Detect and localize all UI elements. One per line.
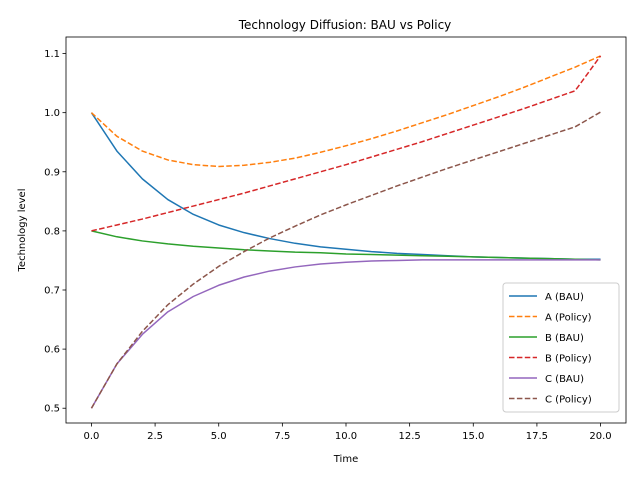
x-tick-label: 12.5 [399, 431, 421, 442]
y-axis: 0.5 0.6 0.7 0.8 0.9 1.0 1.1 [44, 49, 66, 415]
series-line-1 [90, 55, 601, 168]
x-axis-label: Time [333, 454, 358, 465]
x-tick-label: 20.0 [589, 431, 611, 442]
legend-entry-label: A (Policy) [545, 313, 592, 324]
series-line-3 [91, 55, 602, 232]
x-tick-label: 0.0 [84, 431, 100, 442]
y-tick-label: 1.1 [44, 49, 60, 60]
series-line-5 [90, 111, 601, 409]
legend: A (BAU) A (Policy) B (BAU) B (Policy) C (BAU… [502, 282, 620, 413]
x-tick-label: 2.5 [147, 431, 163, 442]
x-tick-label: 7.5 [274, 431, 290, 442]
x-tick-label: 15.0 [462, 431, 484, 442]
y-tick-label: 1.0 [44, 108, 60, 119]
series-line-4 [90, 259, 601, 409]
legend-box [502, 282, 620, 413]
legend-entry-label: B (BAU) [545, 333, 584, 344]
legend-entry-label: B (Policy) [545, 354, 592, 365]
chart-title: Technology Diffusion: BAU vs Policy [238, 18, 452, 32]
x-axis: 0.0 2.5 5.0 7.5 10.0 12.5 15.0 17.5 20.0 [84, 423, 612, 442]
y-tick-label: 0.7 [44, 285, 60, 296]
y-tick-label: 0.6 [44, 345, 60, 356]
y-tick-label: 0.9 [44, 167, 60, 178]
legend-entry-label: C (BAU) [545, 374, 584, 385]
x-tick-label: 5.0 [211, 431, 227, 442]
y-tick-label: 0.5 [44, 404, 60, 415]
legend-entry-label: A (BAU) [545, 292, 584, 303]
x-tick-label: 10.0 [335, 431, 357, 442]
y-axis-label: Technology level [17, 189, 28, 273]
plot-lines [90, 55, 602, 409]
x-tick-label: 17.5 [526, 431, 548, 442]
y-tick-label: 0.8 [44, 226, 60, 237]
legend-entry-label: C (Policy) [545, 395, 592, 406]
series-line-2 [91, 230, 601, 261]
